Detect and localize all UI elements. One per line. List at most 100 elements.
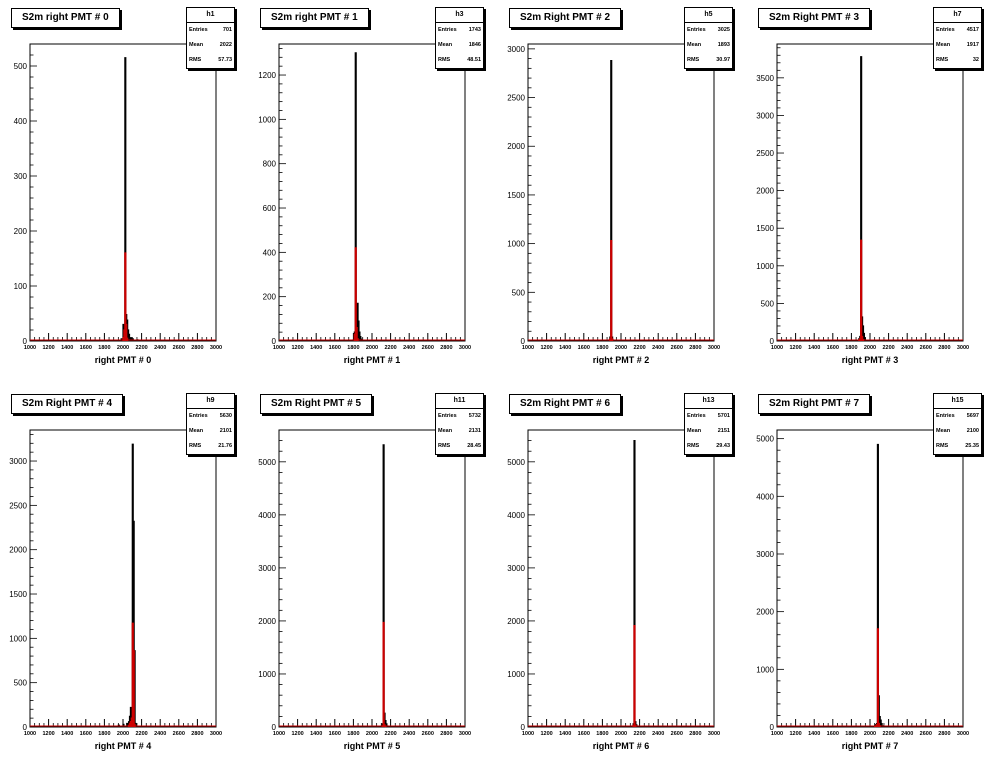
stats-mean-value: 2151 xyxy=(717,428,730,434)
y-tick-label: 4000 xyxy=(258,511,276,520)
y-tick-label: 3500 xyxy=(756,74,774,83)
y-tick-label: 3000 xyxy=(756,111,774,120)
plot-frame xyxy=(278,43,466,342)
stats-entries-label: Entries xyxy=(687,27,706,33)
stats-entries-value: 5701 xyxy=(717,413,730,419)
stats-mean-value: 2100 xyxy=(966,428,979,434)
histogram-series-red xyxy=(279,621,465,728)
histogram-panel: 1000 1200 1400 1600 1800 2000 2200 2400 2600 2800… xyxy=(747,386,996,772)
y-tick-label: 500 xyxy=(512,288,526,297)
stats-entries-value: 701 xyxy=(222,27,232,33)
histogram-bin xyxy=(610,59,613,341)
histogram-plot: 1000 1200 1400 1600 1800 2000 2200 2400 2600 2800… xyxy=(258,43,471,351)
stats-entries-label: Entries xyxy=(936,413,955,419)
histogram-panel: 1000 1200 1400 1600 1800 2000 2200 2400 2600 2800… xyxy=(249,0,498,386)
histogram-panel: 1000 1200 1400 1600 1800 2000 2200 2400 2600 2800… xyxy=(747,0,996,386)
stats-mean-label: Mean xyxy=(438,42,453,48)
x-tick-label: 2000 xyxy=(117,731,129,737)
stats-box: h9 Entries 5630 Mean 2101 RMS 21.76 xyxy=(186,393,235,455)
plot-frame xyxy=(29,43,217,342)
x-tick-label: 1200 xyxy=(42,731,54,737)
y-tick-label: 1000 xyxy=(258,115,276,124)
x-tick-label: 2800 xyxy=(191,731,203,737)
y-tick-label: 4000 xyxy=(756,492,774,501)
hist-name: h15 xyxy=(934,394,981,409)
hist-name: h3 xyxy=(436,8,483,23)
hist-name: h7 xyxy=(934,8,981,23)
stats-mean-value: 1917 xyxy=(966,42,979,48)
stats-rms-value: 57.73 xyxy=(218,57,232,63)
stats-entries-row: Entries 5732 xyxy=(436,409,483,424)
x-axis-label: right PMT # 7 xyxy=(841,741,899,751)
x-tick-label: 2000 xyxy=(864,731,876,737)
histogram-bin xyxy=(633,440,636,727)
x-axis-label: right PMT # 0 xyxy=(94,355,152,365)
y-tick-label: 2000 xyxy=(507,142,525,151)
x-tick-label: 1600 xyxy=(827,731,839,737)
stats-box: h1 Entries 701 Mean 2022 RMS 57.73 xyxy=(186,7,235,69)
y-tick-label: 1000 xyxy=(258,670,276,679)
x-tick-label: 1600 xyxy=(827,345,839,351)
y-tick-label: 5000 xyxy=(258,458,276,467)
x-tick-label: 3000 xyxy=(210,731,222,737)
x-tick-label: 2800 xyxy=(689,345,701,351)
histogram-bin xyxy=(124,252,127,341)
histogram-bin xyxy=(876,443,879,727)
x-tick-label: 1200 xyxy=(291,345,303,351)
x-tick-label: 1800 xyxy=(98,731,110,737)
x-tick-label: 1400 xyxy=(808,345,820,351)
x-tick-label: 1800 xyxy=(347,345,359,351)
y-tick-label: 800 xyxy=(263,160,277,169)
x-tick-label: 3000 xyxy=(957,345,969,351)
stats-mean-value: 2101 xyxy=(219,428,232,434)
y-tick-label: 0 xyxy=(272,337,277,346)
stats-entries-row: Entries 1743 xyxy=(436,23,483,38)
histogram-bin xyxy=(382,444,385,727)
x-tick-label: 1000 xyxy=(522,345,534,351)
x-tick-label: 2800 xyxy=(440,345,452,351)
x-tick-label: 2200 xyxy=(633,345,645,351)
histogram-plot: 1000 1200 1400 1600 1800 2000 2200 2400 2600 2800… xyxy=(507,429,720,737)
y-tick-label: 300 xyxy=(14,172,28,181)
plot-frame xyxy=(278,429,466,728)
histogram-panel: 1000 1200 1400 1600 1800 2000 2200 2400 2600 2800… xyxy=(0,386,249,772)
stats-mean-label: Mean xyxy=(438,428,453,434)
y-tick-label: 2500 xyxy=(756,149,774,158)
histogram-series-red xyxy=(30,622,216,727)
stats-mean-value: 2131 xyxy=(468,428,481,434)
stats-rms-row: RMS 32 xyxy=(934,53,981,68)
stats-rms-value: 21.76 xyxy=(218,443,232,449)
histogram-bin xyxy=(384,725,387,728)
stats-mean-label: Mean xyxy=(189,42,204,48)
x-tick-label: 1400 xyxy=(559,731,571,737)
stats-entries-label: Entries xyxy=(189,413,208,419)
x-tick-label: 2200 xyxy=(384,345,396,351)
x-tick-label: 2600 xyxy=(920,731,932,737)
histogram-title: S2m right PMT # 1 xyxy=(260,8,369,28)
stats-rms-label: RMS xyxy=(687,443,700,449)
x-tick-label: 1000 xyxy=(24,345,36,351)
histogram-series-red xyxy=(528,625,714,727)
x-tick-label: 2600 xyxy=(920,345,932,351)
plot-frame xyxy=(527,429,715,728)
stats-box: h3 Entries 1743 Mean 1846 RMS 48.51 xyxy=(435,7,484,69)
stats-rms-row: RMS 29.43 xyxy=(685,439,732,454)
histogram-bin xyxy=(864,725,867,728)
y-tick-label: 1500 xyxy=(9,590,27,599)
histogram-plot: 1000 1200 1400 1600 1800 2000 2200 2400 2600 2800… xyxy=(756,43,969,351)
histogram-plot: 1000 1200 1400 1600 1800 2000 2200 2400 2600 2800… xyxy=(258,429,471,737)
y-tick-label: 200 xyxy=(14,227,28,236)
x-tick-label: 1400 xyxy=(61,345,73,351)
histogram-series-red xyxy=(777,239,963,341)
x-tick-label: 1800 xyxy=(596,731,608,737)
y-tick-label: 2000 xyxy=(507,617,525,626)
histogram-bin xyxy=(354,52,357,341)
x-tick-label: 2000 xyxy=(117,345,129,351)
y-tick-label: 5000 xyxy=(507,458,525,467)
histogram-bin xyxy=(860,239,863,341)
stats-mean-row: Mean 2100 xyxy=(934,424,981,439)
x-tick-label: 3000 xyxy=(708,345,720,351)
y-tick-label: 1000 xyxy=(507,240,525,249)
y-tick-label: 3000 xyxy=(258,564,276,573)
